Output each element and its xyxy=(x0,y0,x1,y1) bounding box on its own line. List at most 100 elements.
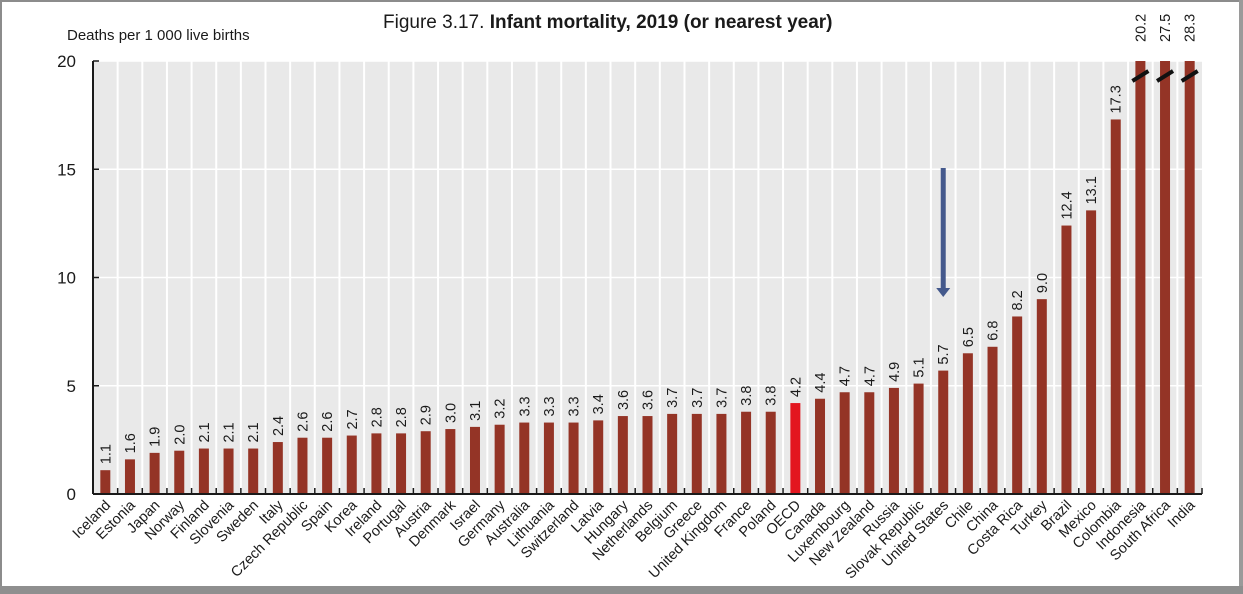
value-label: 2.1 xyxy=(222,422,238,442)
break-mark xyxy=(1131,69,1150,83)
bars xyxy=(100,61,1195,495)
bar xyxy=(815,398,826,494)
value-label: 27.5 xyxy=(1158,14,1174,42)
chart-title-prefix: Figure 3.17. xyxy=(383,12,484,33)
bar xyxy=(543,422,554,494)
value-label: 2.8 xyxy=(394,407,410,427)
bar xyxy=(1110,119,1121,494)
y-tick-label: 20 xyxy=(57,52,76,71)
value-label: 3.3 xyxy=(517,396,533,416)
bar xyxy=(198,448,209,494)
value-label: 3.0 xyxy=(443,403,459,423)
bar xyxy=(1036,299,1047,494)
value-label: 2.0 xyxy=(172,425,188,445)
value-label: 20.2 xyxy=(1133,14,1149,42)
bar xyxy=(888,387,899,494)
bar-highlight xyxy=(790,403,801,494)
bar xyxy=(223,448,234,494)
value-label: 4.7 xyxy=(862,366,878,386)
axes xyxy=(92,60,1203,495)
value-label: 8.2 xyxy=(1010,290,1026,310)
bar xyxy=(322,437,333,494)
y-tick-labels: 0 5 10 15 20 xyxy=(57,52,76,504)
value-label: 12.4 xyxy=(1059,191,1075,219)
bar xyxy=(864,392,875,494)
bar xyxy=(1135,61,1146,494)
value-label: 17.3 xyxy=(1109,85,1125,113)
bar xyxy=(765,411,776,494)
value-label: 3.2 xyxy=(493,399,509,419)
bar xyxy=(1160,61,1171,494)
value-label: 4.4 xyxy=(813,373,829,393)
y-tick-label: 0 xyxy=(67,485,76,504)
y-tick-label: 15 xyxy=(57,160,76,179)
value-label: 3.7 xyxy=(690,388,706,408)
value-label: 3.4 xyxy=(591,394,607,414)
value-label: 3.7 xyxy=(714,388,730,408)
bar xyxy=(913,383,924,494)
bar xyxy=(100,470,111,494)
value-label: 6.5 xyxy=(961,327,977,347)
value-label: 3.8 xyxy=(739,386,755,406)
value-label: 4.9 xyxy=(887,362,903,382)
value-label: 2.1 xyxy=(197,422,213,442)
bar xyxy=(1184,61,1195,494)
bar xyxy=(716,413,727,494)
bar xyxy=(987,346,998,494)
frame-shadow-right xyxy=(1239,0,1243,594)
bar xyxy=(642,416,653,494)
value-label: 1.9 xyxy=(148,427,164,447)
bar xyxy=(1012,316,1023,494)
bar xyxy=(371,433,382,494)
value-label: 2.4 xyxy=(271,416,287,436)
value-label: 5.1 xyxy=(912,357,928,377)
bar xyxy=(248,448,259,494)
bar xyxy=(494,424,505,494)
value-label: 28.3 xyxy=(1183,14,1199,42)
value-label: 2.1 xyxy=(246,422,262,442)
bar xyxy=(962,353,973,494)
bar xyxy=(691,413,702,494)
value-label: 6.8 xyxy=(986,321,1002,341)
value-label: 3.8 xyxy=(764,386,780,406)
bar xyxy=(272,442,283,494)
bar xyxy=(149,452,160,494)
bar xyxy=(297,437,308,494)
y-tick-label: 5 xyxy=(67,377,76,396)
bar xyxy=(346,435,357,494)
bar xyxy=(741,411,752,494)
value-label: 2.6 xyxy=(320,412,336,432)
bar xyxy=(445,429,456,494)
annotations xyxy=(936,168,951,297)
bar xyxy=(667,413,678,494)
bar xyxy=(938,370,949,494)
annotation-arrow-head xyxy=(936,288,951,297)
bar xyxy=(519,422,530,494)
chart-title: Figure 3.17. Infant mortality, 2019 (or … xyxy=(383,12,833,33)
value-label: 13.1 xyxy=(1084,176,1100,204)
bar xyxy=(593,420,604,494)
value-label: 3.7 xyxy=(665,388,681,408)
gridlines xyxy=(93,60,1202,494)
value-label: 3.1 xyxy=(468,401,484,421)
value-label: 2.7 xyxy=(345,409,361,429)
axis-break-marks xyxy=(1131,69,1199,83)
value-label: 3.3 xyxy=(542,396,558,416)
value-label: 4.7 xyxy=(838,366,854,386)
value-label: 4.2 xyxy=(788,377,804,397)
y-tick-label: 10 xyxy=(57,269,76,288)
value-label: 3.6 xyxy=(616,390,632,410)
value-label: 2.6 xyxy=(295,412,311,432)
category-label: India xyxy=(1165,497,1199,531)
value-label: 1.6 xyxy=(123,433,139,453)
bar xyxy=(469,426,480,494)
bar xyxy=(396,433,407,494)
bar xyxy=(617,416,628,494)
category-labels: IcelandEstoniaJapanNorwayFinlandSlovenia… xyxy=(70,497,1199,583)
bar xyxy=(420,431,431,494)
frame-shadow-bottom xyxy=(0,586,1243,594)
value-label: 9.0 xyxy=(1035,273,1051,293)
value-label: 2.9 xyxy=(419,405,435,425)
bar xyxy=(839,392,850,494)
